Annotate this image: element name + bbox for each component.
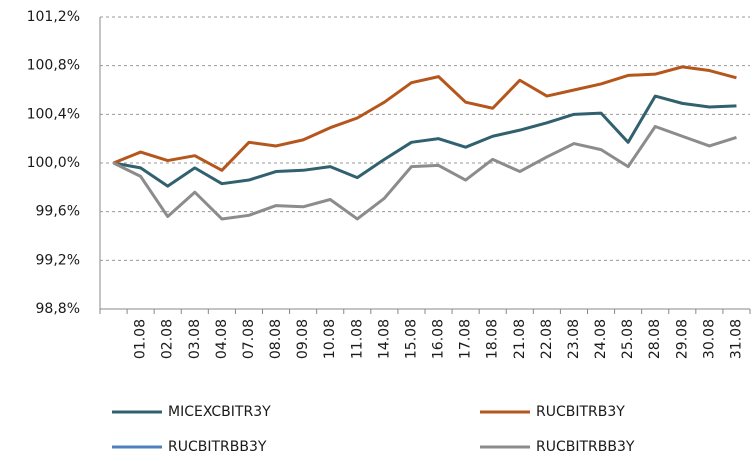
x-tick-label: 31.08 xyxy=(728,319,744,359)
x-tick-label: 10.08 xyxy=(322,319,338,359)
x-tick-label: 09.08 xyxy=(295,319,311,359)
y-tick-label: 100,8% xyxy=(27,58,80,74)
x-tick-label: 18.08 xyxy=(485,319,501,359)
x-tick-label: 22.08 xyxy=(539,319,555,359)
legend-label: RUCBITRBB3Y xyxy=(536,439,635,455)
legend-label: RUCBITRB3Y xyxy=(536,404,625,420)
x-tick-label: 17.08 xyxy=(458,319,474,359)
x-tick-label: 04.08 xyxy=(214,319,230,359)
x-tick-label: 15.08 xyxy=(403,319,419,359)
x-tick-label: 08.08 xyxy=(268,319,284,359)
x-tick-label: 03.08 xyxy=(187,319,203,359)
x-tick-label: 25.08 xyxy=(620,319,636,359)
x-tick-label: 07.08 xyxy=(241,319,257,359)
x-tick-label: 01.08 xyxy=(133,319,149,359)
y-tick-label: 100,4% xyxy=(27,106,80,122)
y-tick-label: 100,0% xyxy=(27,155,80,171)
series-line xyxy=(112,65,737,172)
series-line xyxy=(112,125,737,221)
x-tick-label: 11.08 xyxy=(349,319,365,359)
y-tick-label: 99,2% xyxy=(36,252,80,268)
x-tick-label: 02.08 xyxy=(160,319,176,359)
legend-label: MICEXCBITR3Y xyxy=(168,404,271,420)
x-tick-label: 23.08 xyxy=(566,319,582,359)
y-tick-label: 101,2% xyxy=(27,9,80,25)
x-tick-label: 30.08 xyxy=(701,319,717,359)
x-tick-label: 14.08 xyxy=(376,319,392,359)
y-tick-label: 98,8% xyxy=(36,301,80,317)
x-tick-label: 28.08 xyxy=(647,319,663,359)
series-line xyxy=(113,94,737,188)
x-tick-label: 21.08 xyxy=(512,319,528,359)
x-tick-label: 24.08 xyxy=(593,319,609,359)
x-tick-label: 16.08 xyxy=(431,319,447,359)
y-tick-label: 99,6% xyxy=(36,204,80,220)
x-tick-label: 29.08 xyxy=(674,319,690,359)
legend-label: RUCBITRBB3Y xyxy=(168,439,267,455)
